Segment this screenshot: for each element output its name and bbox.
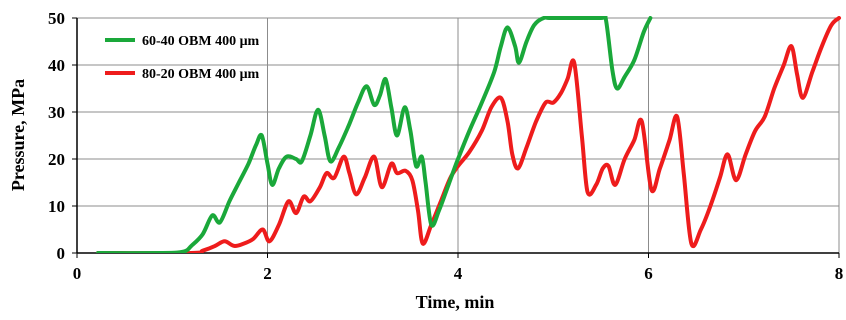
y-tick-label: 20 — [48, 150, 65, 169]
grid — [77, 17, 840, 253]
x-tick-label: 0 — [73, 264, 82, 283]
series-group — [96, 16, 841, 253]
tick-labels: 0 2 4 6 8 0 10 20 30 40 50 — [48, 9, 843, 283]
y-tick-label: 10 — [48, 197, 65, 216]
x-tick-label: 6 — [644, 264, 653, 283]
x-tick-label: 8 — [835, 264, 844, 283]
legend-label: 80-20 OBM 400 μm — [142, 67, 260, 82]
y-axis-title: Pressure, MPa — [8, 79, 28, 191]
x-axis-title: Time, min — [416, 292, 495, 312]
x-tick-label: 2 — [263, 264, 272, 283]
y-tick-label: 50 — [48, 9, 65, 28]
y-tick-label: 0 — [57, 244, 66, 263]
legend-label: 60-40 OBM 400 μm — [142, 34, 260, 49]
axes — [72, 17, 840, 258]
y-tick-label: 30 — [48, 103, 65, 122]
x-tick-label: 4 — [454, 264, 463, 283]
series-line-60-40 — [96, 16, 653, 253]
legend: 60-40 OBM 400 μm 80-20 OBM 400 μm — [105, 34, 260, 82]
y-tick-label: 40 — [48, 56, 65, 75]
series-line-80-20 — [96, 16, 841, 253]
